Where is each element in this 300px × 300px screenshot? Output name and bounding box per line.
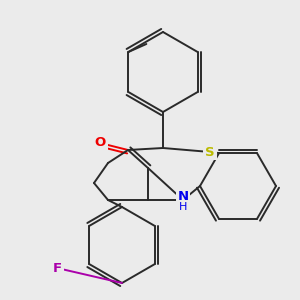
Text: H: H	[179, 202, 187, 212]
Text: F: F	[52, 262, 62, 275]
Text: O: O	[94, 136, 106, 149]
Text: N: N	[177, 190, 189, 202]
Text: S: S	[205, 146, 215, 158]
